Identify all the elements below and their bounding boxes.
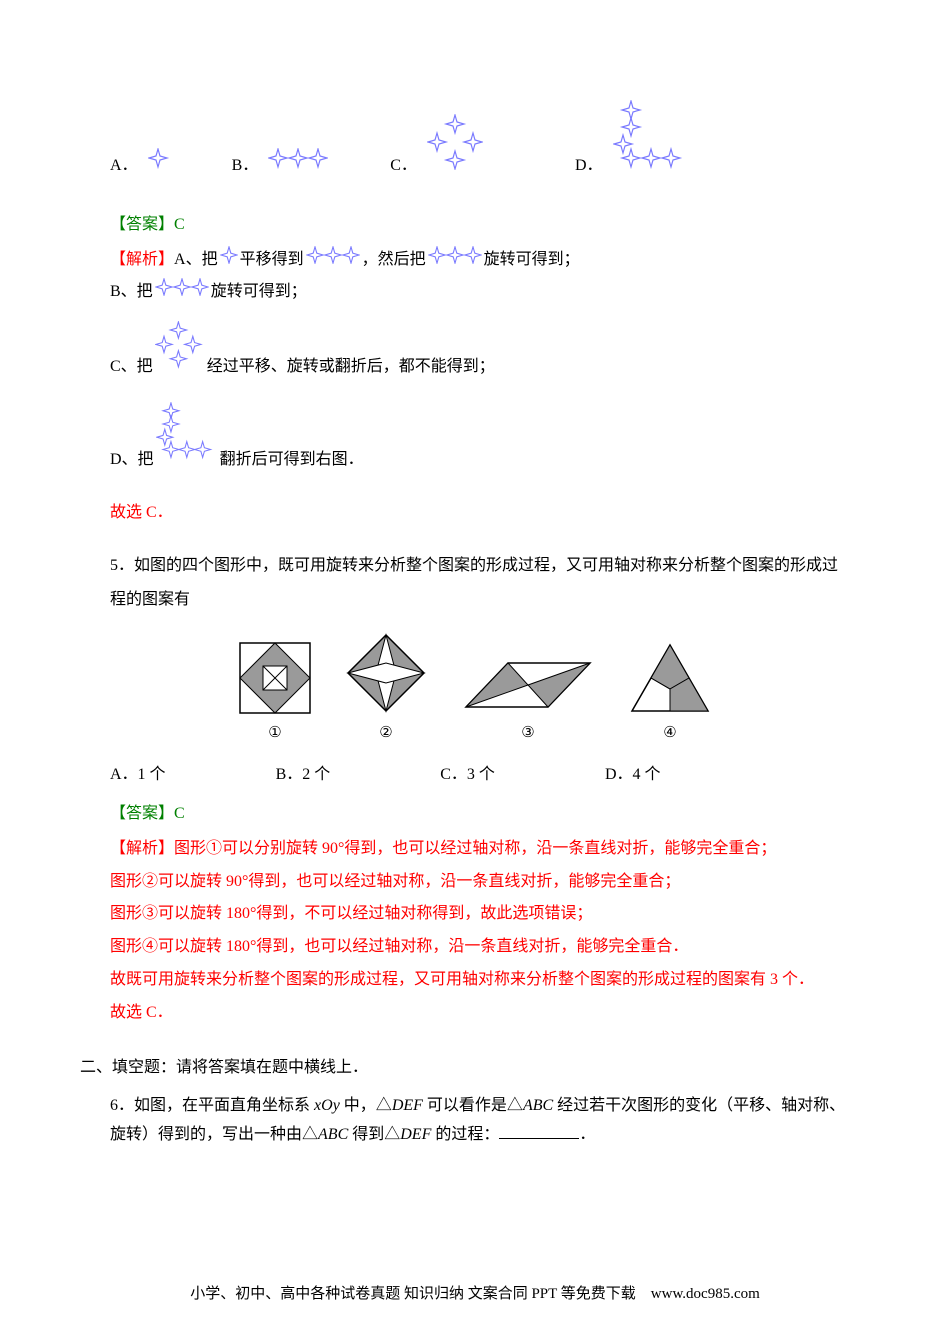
section2-header: 二、填空题：请将答案填在题中横线上． xyxy=(80,1054,870,1083)
q6-line2: 旋转）得到的，写出一种由△ABC 得到△DEF 的过程： ． xyxy=(80,1121,870,1150)
q4-expl-C: C、把 经过平移、旋转或翻折后，都不能得到； xyxy=(80,321,870,382)
star-row3-icon xyxy=(306,246,360,275)
q5-fig2: ② xyxy=(342,629,430,747)
q4-expl-D: D、把 翻折后可得到右图． xyxy=(80,402,870,475)
q5-line1: 5．如图的四个图形中，既可用旋转来分析整个图案的形成过程，又可用轴对称来分析整个… xyxy=(110,552,870,581)
q5-fig3: ③ xyxy=(458,653,598,747)
q5-line2: 程的图案有 xyxy=(80,586,870,615)
q4-optB-label: B． xyxy=(232,152,259,181)
q6-num: 6． xyxy=(110,1097,134,1114)
star-L-icon xyxy=(156,402,218,475)
q5-expl3: 图形③可以旋转 180°得到，不可以经过轴对称得到，故此选项错误； xyxy=(80,900,870,929)
star-L-icon xyxy=(613,100,683,181)
q5-optC: C．3 个 xyxy=(440,761,495,790)
question-5: 5．如图的四个图形中，既可用旋转来分析整个图案的形成过程，又可用轴对称来分析整个… xyxy=(80,552,870,1028)
q5-optB: B．2 个 xyxy=(276,761,331,790)
label: ④ xyxy=(663,720,676,747)
q4-options: A． B． C． D． xyxy=(80,100,870,181)
q5-answer: 【答案】C xyxy=(80,800,870,829)
star-diamond-icon xyxy=(427,114,483,181)
q4-optA-label: A． xyxy=(110,152,138,181)
text: 得到△ xyxy=(348,1126,400,1143)
q5-fig4: ④ xyxy=(626,639,714,747)
star-icon xyxy=(220,246,238,275)
ABC: ABC xyxy=(523,1097,553,1114)
text: 旋转可得到； xyxy=(484,246,580,275)
blank-line xyxy=(499,1123,579,1139)
question-6: 6．如图，在平面直角坐标系 xOy 中，△DEF 可以看作是△ABC 经过若干次… xyxy=(80,1092,870,1150)
text: 经过若干次图形的变化（平移、轴对称、 xyxy=(553,1097,845,1114)
q5-optA: A．1 个 xyxy=(110,761,166,790)
text: 旋转）得到的，写出一种由△ xyxy=(110,1126,318,1143)
text: 旋转可得到； xyxy=(211,278,307,307)
star-single-icon xyxy=(148,148,170,181)
text: ． xyxy=(579,1126,595,1143)
q4-expl-B: B、把 旋转可得到； xyxy=(80,278,870,307)
page-footer: 小学、初中、高中各种试卷真题 知识归纳 文案合同 PPT 等免费下载 www.d… xyxy=(0,1281,950,1308)
star-row3-icon xyxy=(428,246,482,275)
q4-optD-label: D． xyxy=(575,152,603,181)
text: 翻折后可得到右图． xyxy=(220,446,364,475)
q4-option-C: C． xyxy=(390,114,485,181)
text: D、把 xyxy=(110,446,154,475)
text: 如图的四个图形中，既可用旋转来分析整个图案的形成过程，又可用轴对称来分析整个图案… xyxy=(134,557,838,574)
q5-optD: D．4 个 xyxy=(605,761,661,790)
q4-final: 故选 C． xyxy=(80,499,870,528)
q4-expl-A: 【解析】 A、把 平移得到 ，然后把 旋转可得到； xyxy=(80,246,870,275)
q4-optC-label: C． xyxy=(390,152,417,181)
star-diamond-icon xyxy=(155,321,205,382)
q4-option-B: B． xyxy=(232,148,331,181)
text: A、把 xyxy=(174,246,218,275)
q5-figures: ① ② ③ xyxy=(80,629,870,747)
expl-label: 【解析】 xyxy=(110,840,174,857)
text: ，然后把 xyxy=(362,246,426,275)
q5-num: 5． xyxy=(110,557,134,574)
DEF: DEF xyxy=(400,1126,431,1143)
label: ② xyxy=(379,720,392,747)
q5-fig1: ① xyxy=(236,639,314,747)
text: 如图，在平面直角坐标系 xyxy=(134,1097,314,1114)
q5-options: A．1 个 B．2 个 C．3 个 D．4 个 xyxy=(80,761,870,790)
label: ① xyxy=(268,720,281,747)
expl-label: 【解析】 xyxy=(110,246,174,275)
q5-expl4: 图形④可以旋转 180°得到，也可以经过轴对称，沿一条直线对折，能够完全重合． xyxy=(80,933,870,962)
DEF: DEF xyxy=(392,1097,423,1114)
text: 可以看作是△ xyxy=(423,1097,523,1114)
q5-expl1: 【解析】图形①可以分别旋转 90°得到，也可以经过轴对称，沿一条直线对折，能够完… xyxy=(80,835,870,864)
q5-expl6: 故选 C． xyxy=(80,999,870,1028)
text: 经过平移、旋转或翻折后，都不能得到； xyxy=(207,353,495,382)
star-row3-icon xyxy=(268,148,328,181)
q4-answer: 【答案】C xyxy=(80,211,870,240)
q4-option-A: A． xyxy=(110,148,172,181)
ABC: ABC xyxy=(318,1126,348,1143)
text: 的过程： xyxy=(431,1126,499,1143)
xOy: xOy xyxy=(314,1097,340,1114)
label: ③ xyxy=(521,720,534,747)
q5-expl2: 图形②可以旋转 90°得到，也可以经过轴对称，沿一条直线对折，能够完全重合； xyxy=(80,868,870,897)
q4-option-D: D． xyxy=(575,100,685,181)
text: 图形①可以分别旋转 90°得到，也可以经过轴对称，沿一条直线对折，能够完全重合； xyxy=(174,840,776,857)
text: 中，△ xyxy=(340,1097,392,1114)
text: B、把 xyxy=(110,278,153,307)
text: 平移得到 xyxy=(240,246,304,275)
q6-line1: 6．如图，在平面直角坐标系 xOy 中，△DEF 可以看作是△ABC 经过若干次… xyxy=(110,1092,870,1121)
text: C、把 xyxy=(110,353,153,382)
star-row3-icon xyxy=(155,278,209,307)
q5-expl5: 故既可用旋转来分析整个图案的形成过程，又可用轴对称来分析整个图案的形成过程的图案… xyxy=(80,966,870,995)
